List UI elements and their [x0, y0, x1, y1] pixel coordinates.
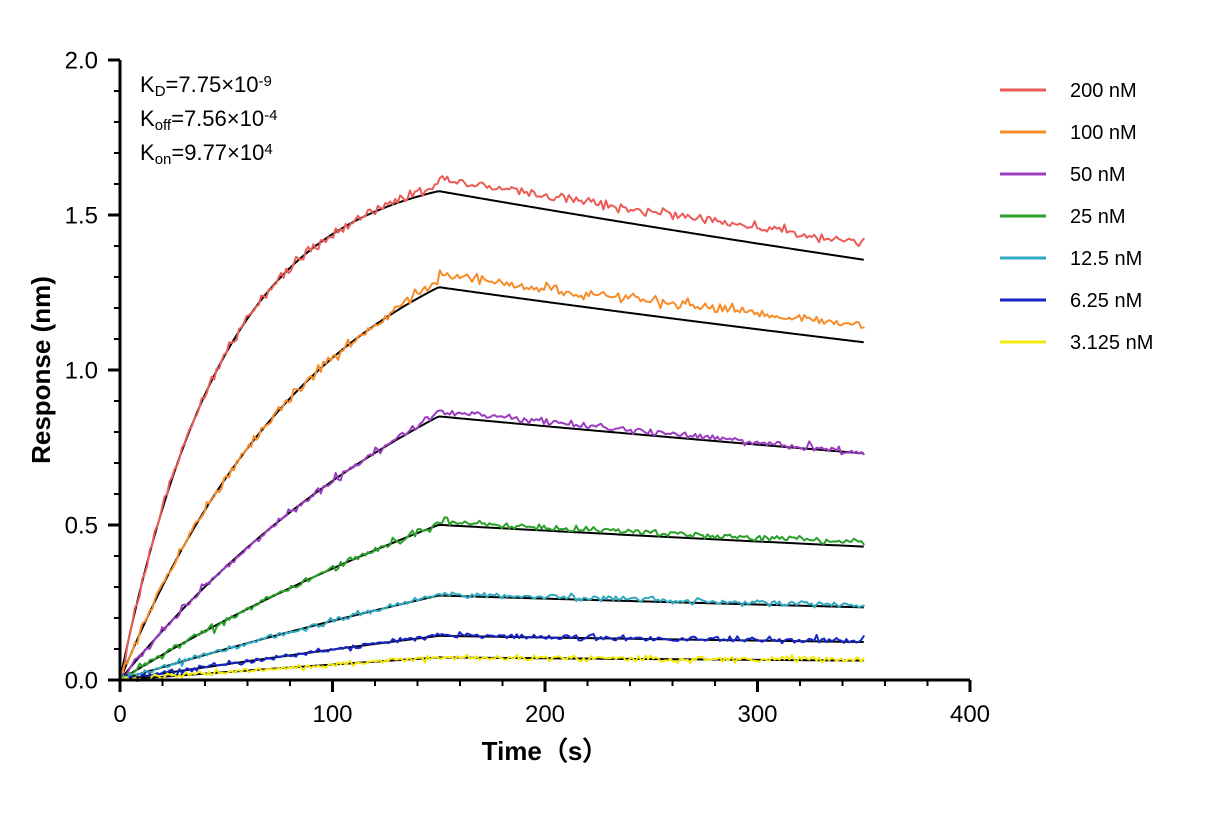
- kinetics-chart: 0 100 200 300 400 0.0 0.5 1.0 1.5 2.0 Time（s） Respo…: [0, 0, 1232, 825]
- y-tick-label: 0.5: [65, 512, 98, 539]
- legend-label: 25 nM: [1070, 206, 1126, 228]
- legend-label: 12.5 nM: [1070, 248, 1142, 270]
- x-tick-label: 300: [737, 701, 777, 728]
- chart-container: 0 100 200 300 400 0.0 0.5 1.0 1.5 2.0 Time（s） Respo…: [0, 0, 1232, 825]
- y-tick-label: 1.5: [65, 202, 98, 229]
- legend-label: 50 nM: [1070, 164, 1126, 186]
- x-tick-label: 0: [113, 701, 126, 728]
- legend-label: 200 nM: [1070, 80, 1137, 102]
- x-axis-label: Time（s）: [482, 736, 609, 766]
- kinetic-annotations: KD=7.75×10-9Koff=7.56×10-4Kon=9.77×104: [140, 72, 277, 168]
- y-axis-label: Response (nm): [26, 276, 56, 464]
- legend-label: 6.25 nM: [1070, 290, 1142, 312]
- legend-label: 100 nM: [1070, 122, 1137, 144]
- y-tick-label: 2.0: [65, 47, 98, 74]
- legend-label: 3.125 nM: [1070, 332, 1153, 354]
- x-tick-label: 200: [525, 701, 565, 728]
- x-tick-label: 100: [312, 701, 352, 728]
- y-tick-label: 0.0: [65, 667, 98, 694]
- y-tick-label: 1.0: [65, 357, 98, 384]
- x-tick-label: 400: [950, 701, 990, 728]
